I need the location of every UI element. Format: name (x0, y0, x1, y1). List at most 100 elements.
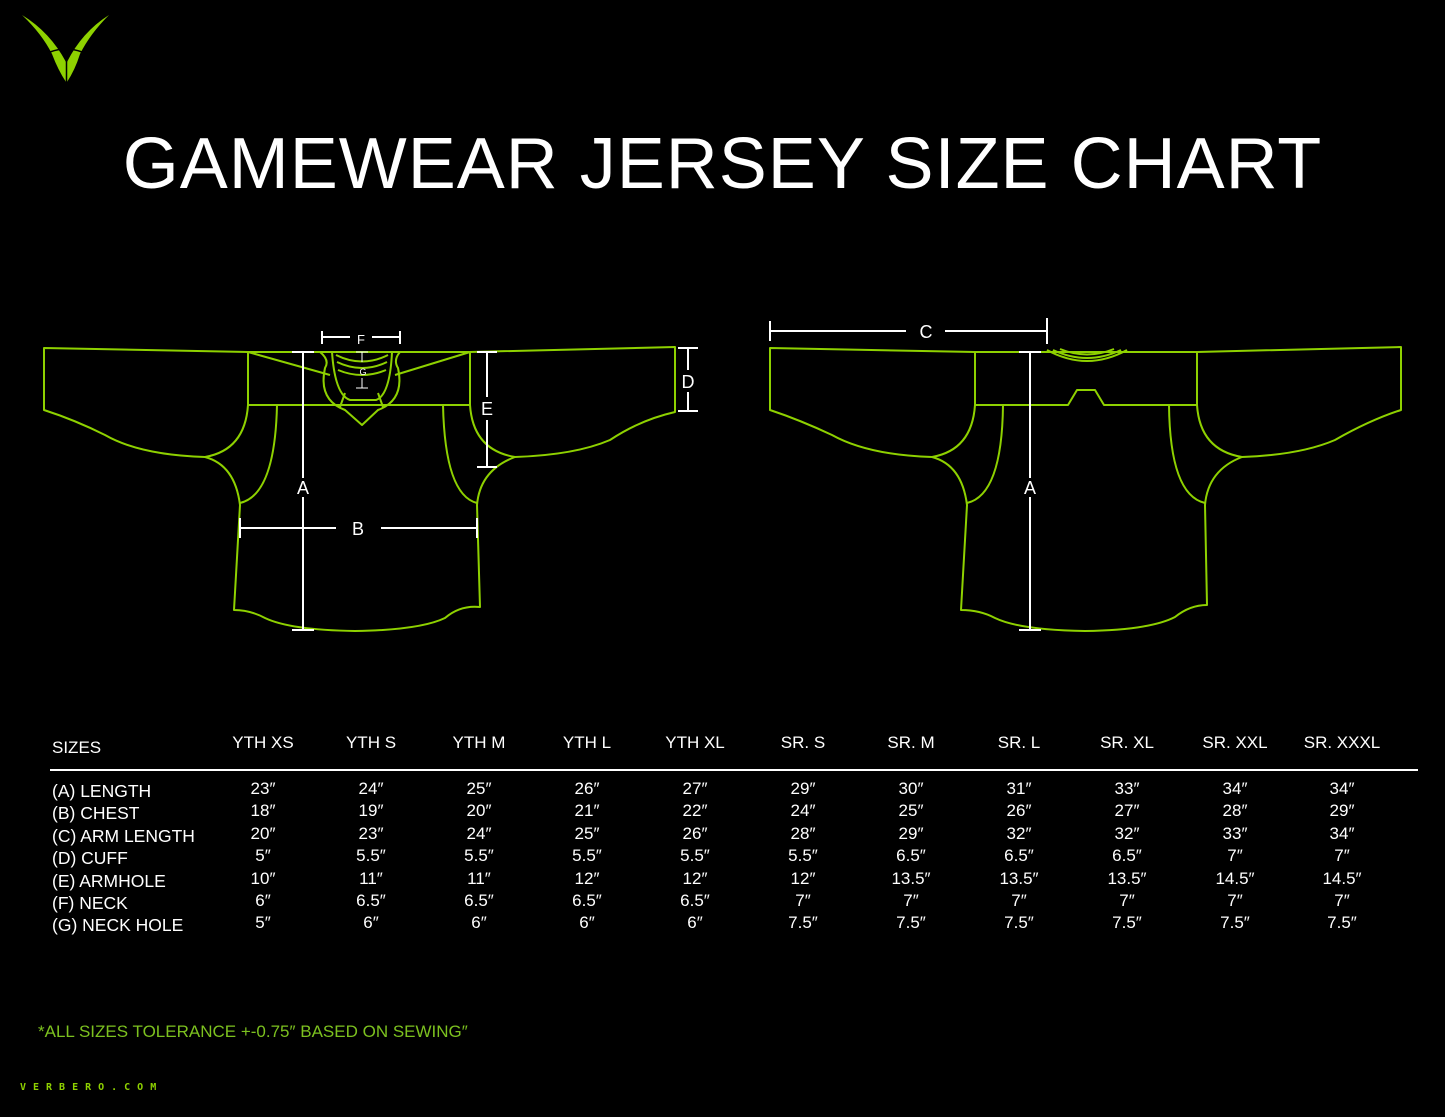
table-cell: 5.5″ (572, 846, 602, 866)
label-c: C (920, 322, 933, 342)
row-label: (D) CUFF (52, 848, 128, 869)
table-cell: 11″ (359, 868, 383, 888)
table-cell: 5″ (255, 913, 271, 933)
size-header: YTH XL (665, 733, 725, 752)
table-cell: 20″ (466, 801, 492, 821)
table-cell: 33″ (1114, 779, 1140, 798)
table-cell: 29″ (898, 823, 924, 843)
table-cell: 6″ (471, 913, 487, 933)
table-cell: 14.5″ (1215, 868, 1255, 888)
table-cell: 7.5″ (1327, 913, 1357, 933)
table-cell: 6.5″ (1004, 846, 1034, 866)
table-cell: 7.5″ (788, 913, 818, 933)
table-cell: 7″ (1334, 846, 1350, 866)
table-cell: 30″ (898, 779, 924, 798)
table-cell: 7″ (1227, 891, 1243, 910)
table-cell: 13.5″ (891, 868, 931, 888)
row-label: (F) NECK (52, 893, 128, 913)
table-cell: 6″ (255, 891, 271, 910)
table-cell: 19″ (358, 801, 384, 821)
table-cell: 7″ (1119, 891, 1135, 910)
table-cell: 24″ (790, 801, 816, 821)
row-label: (A) LENGTH (52, 781, 152, 801)
table-cell: 34″ (1329, 823, 1355, 843)
table-cell: 34″ (1222, 779, 1248, 798)
table-cell: 13.5″ (1107, 868, 1147, 888)
back-jersey (769, 346, 1402, 632)
table-cell: 26″ (682, 823, 708, 843)
table-cell: 34″ (1329, 779, 1355, 798)
table-cell: 28″ (1222, 801, 1248, 821)
verbero-logo (22, 15, 109, 84)
table-cell: 6.5″ (680, 891, 710, 910)
row-label: (E) ARMHOLE (52, 870, 166, 891)
header-divider (50, 769, 1418, 771)
row-label: (B) CHEST (52, 803, 140, 824)
table-cell: 27″ (1114, 801, 1140, 821)
table-cell: 25″ (898, 801, 924, 821)
table-cell: 14.5″ (1322, 868, 1362, 888)
front-jersey (43, 346, 676, 632)
table-cell: 27″ (682, 779, 708, 798)
row-label: (G) NECK HOLE (52, 915, 184, 936)
table-cell: 28″ (790, 823, 816, 843)
table-cell: 31″ (1006, 779, 1032, 798)
table-cell: 23″ (358, 823, 384, 843)
table-cell: 18″ (250, 801, 276, 821)
size-header: YTH XS (232, 733, 294, 752)
table-cell: 5″ (255, 846, 271, 866)
label-f: F (357, 332, 365, 347)
table-cell: 5.5″ (788, 846, 818, 866)
table-cell: 26″ (574, 779, 600, 798)
table-cell: 24″ (358, 779, 384, 798)
table-cell: 6.5″ (572, 891, 602, 910)
table-cell: 25″ (574, 823, 600, 843)
table-cell: 32″ (1006, 823, 1032, 843)
table-cell: 7″ (903, 891, 919, 910)
table-cell: 22″ (682, 801, 708, 821)
size-header: SR. L (997, 733, 1041, 752)
table-cell: 32″ (1114, 823, 1140, 843)
table-cell: 12″ (790, 868, 816, 888)
size-header: SR. XL (1100, 733, 1154, 752)
table-cell: 25″ (466, 779, 492, 798)
table-cell: 21″ (574, 801, 600, 821)
label-d: D (682, 372, 695, 392)
table-cell: 7.5″ (1220, 913, 1250, 933)
tolerance-note: *ALL SIZES TOLERANCE +-0.75″ BASED ON SE… (38, 1022, 468, 1041)
table-cell: 13.5″ (999, 868, 1039, 888)
table-cell: 20″ (250, 823, 276, 843)
table-cell: 29″ (1329, 801, 1355, 821)
table-cell: 7″ (1011, 891, 1027, 910)
table-cell: 5.5″ (680, 846, 710, 866)
size-header: SR. M (887, 733, 935, 752)
size-header: SR. XXL (1202, 733, 1268, 752)
label-a-front: A (297, 478, 309, 498)
size-header: YTH S (345, 733, 397, 752)
page-title: GAMEWEAR JERSEY SIZE CHART (122, 124, 1323, 204)
row-label: (C) ARM LENGTH (52, 825, 195, 846)
table-cell: 33″ (1222, 823, 1248, 843)
sizes-header: SIZES (52, 738, 102, 757)
table-cell: 29″ (790, 779, 816, 798)
table-cell: 7.5″ (1112, 913, 1142, 933)
table-cell: 5.5″ (356, 846, 386, 866)
label-b: B (352, 519, 364, 539)
label-e: E (481, 399, 493, 419)
size-header: SR. XXXL (1303, 733, 1381, 752)
website-link[interactable]: VERBERO.COM (20, 1082, 164, 1093)
table-cell: 7″ (795, 891, 811, 910)
table-cell: 23″ (250, 779, 276, 798)
table-cell: 6.5″ (896, 846, 926, 866)
front-measurements (239, 331, 698, 631)
size-header: SR. S (780, 733, 826, 752)
table-cell: 7″ (1227, 846, 1243, 866)
table-cell: 6.5″ (464, 891, 494, 910)
table-cell: 6.5″ (356, 891, 386, 910)
table-cell: 12″ (682, 868, 708, 888)
table-cell: 6″ (579, 913, 595, 933)
table-cell: 6″ (687, 913, 703, 933)
table-cell: 7.5″ (1004, 913, 1034, 933)
table-cell: 6″ (363, 913, 379, 933)
table-cell: 26″ (1006, 801, 1032, 821)
